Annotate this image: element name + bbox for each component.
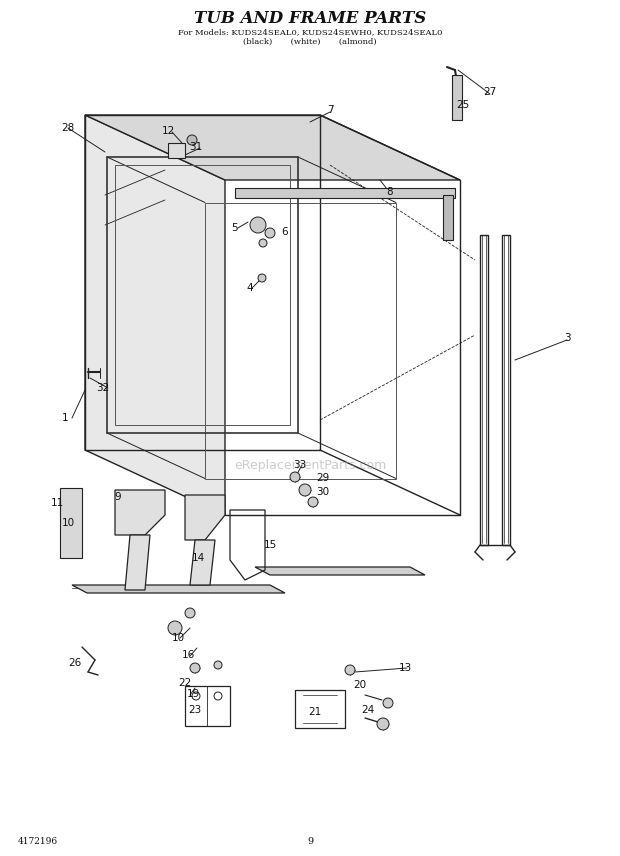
Circle shape bbox=[168, 621, 182, 635]
Polygon shape bbox=[168, 143, 185, 158]
Polygon shape bbox=[443, 195, 453, 240]
Text: 1: 1 bbox=[61, 413, 68, 423]
Circle shape bbox=[345, 665, 355, 675]
Polygon shape bbox=[85, 115, 225, 515]
Text: For Models: KUDS24SEAL0, KUDS24SEWH0, KUDS24SEAL0: For Models: KUDS24SEAL0, KUDS24SEWH0, KU… bbox=[178, 28, 442, 36]
Text: 3: 3 bbox=[564, 333, 570, 343]
Text: 10: 10 bbox=[172, 633, 185, 643]
Text: TUB AND FRAME PARTS: TUB AND FRAME PARTS bbox=[194, 9, 426, 27]
Text: 12: 12 bbox=[161, 126, 175, 136]
Circle shape bbox=[190, 663, 200, 673]
Circle shape bbox=[299, 484, 311, 496]
Text: 10: 10 bbox=[61, 518, 74, 528]
Text: 4: 4 bbox=[247, 283, 254, 293]
Text: 7: 7 bbox=[327, 105, 334, 115]
Text: 27: 27 bbox=[484, 87, 497, 97]
Text: 21: 21 bbox=[308, 707, 322, 717]
Circle shape bbox=[383, 698, 393, 708]
Text: 15: 15 bbox=[264, 540, 277, 550]
Text: 19: 19 bbox=[187, 689, 200, 699]
Polygon shape bbox=[85, 115, 460, 180]
Text: 6: 6 bbox=[281, 227, 288, 237]
Text: 26: 26 bbox=[68, 658, 82, 668]
Text: 33: 33 bbox=[293, 460, 307, 470]
Circle shape bbox=[185, 608, 195, 618]
Text: 20: 20 bbox=[353, 680, 366, 690]
Text: 8: 8 bbox=[387, 187, 393, 197]
Polygon shape bbox=[190, 540, 215, 585]
Text: 13: 13 bbox=[399, 663, 412, 673]
Circle shape bbox=[290, 472, 300, 482]
Text: 22: 22 bbox=[179, 678, 192, 688]
Text: 23: 23 bbox=[188, 705, 202, 715]
Polygon shape bbox=[115, 490, 165, 535]
Circle shape bbox=[308, 497, 318, 507]
Circle shape bbox=[214, 661, 222, 669]
Circle shape bbox=[187, 135, 197, 145]
Text: 28: 28 bbox=[61, 123, 74, 133]
Polygon shape bbox=[60, 488, 82, 558]
Text: (black)       (white)       (almond): (black) (white) (almond) bbox=[243, 38, 377, 46]
Text: 11: 11 bbox=[50, 498, 64, 508]
Text: 25: 25 bbox=[456, 100, 469, 110]
Circle shape bbox=[258, 274, 266, 282]
Polygon shape bbox=[125, 535, 150, 590]
Text: 29: 29 bbox=[316, 473, 330, 483]
Text: 4172196: 4172196 bbox=[18, 837, 58, 847]
Polygon shape bbox=[452, 75, 462, 120]
Text: 24: 24 bbox=[361, 705, 374, 715]
Polygon shape bbox=[72, 585, 285, 593]
Circle shape bbox=[265, 228, 275, 238]
Text: eReplacementParts.com: eReplacementParts.com bbox=[234, 459, 386, 472]
Text: 31: 31 bbox=[189, 142, 203, 152]
Text: 9: 9 bbox=[307, 837, 313, 847]
Circle shape bbox=[250, 217, 266, 233]
Text: 14: 14 bbox=[192, 553, 205, 563]
Polygon shape bbox=[235, 188, 455, 198]
Polygon shape bbox=[185, 495, 225, 540]
Circle shape bbox=[377, 718, 389, 730]
Text: 16: 16 bbox=[182, 650, 195, 660]
Text: 9: 9 bbox=[115, 492, 122, 502]
Text: 30: 30 bbox=[316, 487, 330, 497]
Text: 32: 32 bbox=[96, 383, 110, 393]
Text: 5: 5 bbox=[232, 223, 238, 233]
Polygon shape bbox=[255, 567, 425, 575]
Circle shape bbox=[259, 239, 267, 247]
